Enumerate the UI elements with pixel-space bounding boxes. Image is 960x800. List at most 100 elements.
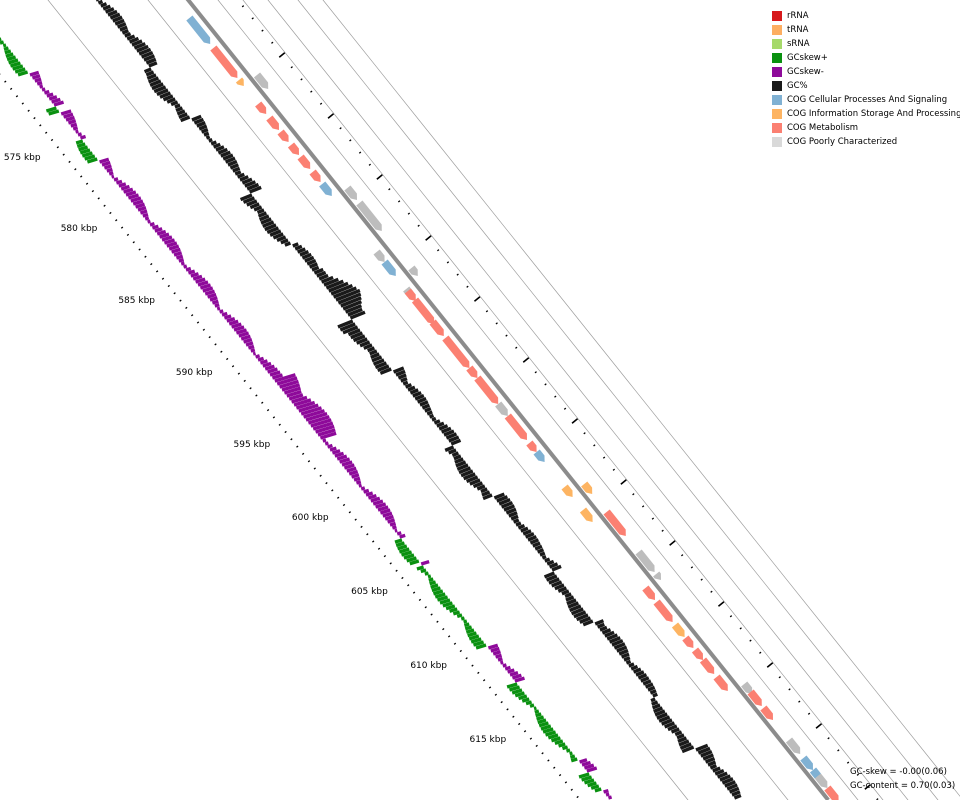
scale-label: 590 kbp <box>176 368 213 378</box>
gc-content-bar <box>175 106 184 113</box>
ruler-tick <box>500 700 503 704</box>
gc-skew-plus-bar <box>75 139 84 145</box>
gc-skew-plus-bar <box>550 736 561 743</box>
ruler-tick <box>388 188 391 191</box>
gc-skew-minus-bar <box>149 222 155 227</box>
gc-content-bar <box>625 659 632 665</box>
gc-content-bar <box>414 393 425 401</box>
gc-skew-plus-bar <box>14 67 26 74</box>
gc-content-bar <box>97 0 104 5</box>
gc-content-bar <box>119 25 128 32</box>
gc-content-bar <box>661 718 673 726</box>
gc-content-bar <box>594 619 605 626</box>
ruler-tick <box>541 752 544 755</box>
gc-skew-plus-bar <box>398 547 410 554</box>
gc-content-bar <box>337 292 362 305</box>
gc-content-bar <box>635 670 645 677</box>
gene-feature-isp <box>579 507 593 522</box>
gc-content-bar <box>567 601 580 609</box>
gene-feature-cps <box>319 181 332 196</box>
ruler-tick <box>383 554 387 558</box>
guide-line <box>267 0 909 800</box>
gc-content-bar <box>545 574 558 582</box>
gc-skew-minus-bar <box>185 266 192 272</box>
gc-content-bar <box>402 380 409 386</box>
ruler-tick <box>798 700 801 703</box>
gene-feature-poor <box>408 265 418 276</box>
guide-line <box>147 0 789 800</box>
gc-skew-plus-bar <box>45 106 57 113</box>
gc-skew-minus-bar <box>370 496 381 503</box>
gc-content-bar <box>548 562 559 569</box>
gc-content-bar <box>676 733 685 740</box>
gc-content-bar <box>131 39 143 47</box>
gc-content-bar <box>480 487 488 494</box>
gc-content-bar <box>404 383 412 389</box>
gene-feature-met <box>713 674 728 691</box>
gc-content-bar <box>412 391 422 398</box>
gc-skew-plus-bar <box>12 64 24 71</box>
gc-skew-minus-bar <box>586 766 598 773</box>
gc-skew-plus-bar <box>8 58 19 65</box>
gc-skew-minus-bar <box>327 443 333 449</box>
gc-content-bar <box>166 97 176 104</box>
gc-skew-plus-bar <box>394 538 403 544</box>
gc-skew-plus-bar <box>508 685 521 692</box>
gc-skew-plus-bar <box>5 52 14 58</box>
gc-skew-minus-bar <box>173 251 183 257</box>
gc-skew-plus-bar <box>429 580 437 586</box>
gc-skew-minus-bar <box>252 351 257 356</box>
gc-content-bar <box>246 182 260 191</box>
ruler-tick <box>68 160 71 164</box>
gc-skew-plus-bar <box>460 616 465 621</box>
ruler-tick <box>231 365 235 368</box>
gc-skew-minus-bar <box>355 480 362 485</box>
gc-skew-minus-bar <box>360 486 366 491</box>
gc-skew-plus-bar <box>590 784 600 790</box>
gc-skew-minus-bar <box>336 454 348 461</box>
legend-label: COG Cellular Processes And Signaling <box>787 95 948 105</box>
gene-feature-met <box>642 585 655 600</box>
gc-skew-minus-bar <box>192 274 203 281</box>
gc-content-bar <box>176 109 186 116</box>
gc-content-bar <box>296 247 306 254</box>
gc-content-bar <box>276 235 287 243</box>
gc-skew-minus-bar <box>581 760 591 767</box>
gc-skew-plus-bar <box>464 625 473 631</box>
ruler-tick <box>85 182 89 185</box>
gc-skew-minus-bar <box>279 379 299 389</box>
ruler-tick <box>138 248 141 251</box>
gc-skew-plus-bar <box>17 70 29 77</box>
gc-skew-plus-bar <box>525 700 533 706</box>
gc-skew-minus-bar <box>315 424 335 434</box>
gc-skew-minus-bar <box>154 227 163 233</box>
ruler-tick <box>788 688 791 691</box>
ruler-tick <box>485 310 489 313</box>
ruler-tick <box>56 146 60 149</box>
gc-skew-minus-bar <box>583 763 595 770</box>
guide-line <box>322 0 960 797</box>
gc-content-bar <box>162 94 174 102</box>
gc-content-bar <box>311 265 320 272</box>
gc-skew-minus-bar <box>147 219 151 224</box>
gc-content-bar <box>306 259 317 266</box>
legend-swatch <box>772 11 782 21</box>
gc-content-bar <box>707 760 717 767</box>
gc-skew-minus-bar <box>490 646 500 653</box>
gc-content-bar <box>460 469 474 478</box>
gc-skew-plus-bar <box>506 682 518 689</box>
gc-content-bar <box>377 364 390 373</box>
ruler-tick <box>190 314 194 317</box>
ruler-tick <box>505 334 508 337</box>
gc-content-bar <box>546 559 555 566</box>
gc-skew-minus-bar <box>34 77 42 83</box>
gc-skew-minus-bar <box>399 533 406 539</box>
gc-content-bar <box>395 369 406 377</box>
gene-feature-poor <box>653 571 661 580</box>
gc-skew-minus-bar <box>209 296 218 302</box>
gc-skew-plus-bar <box>561 745 569 751</box>
gc-skew-minus-bar <box>384 514 394 521</box>
gc-skew-minus-bar <box>331 449 341 455</box>
gc-skew-minus-bar <box>231 322 242 329</box>
gc-content-bar <box>569 604 582 613</box>
